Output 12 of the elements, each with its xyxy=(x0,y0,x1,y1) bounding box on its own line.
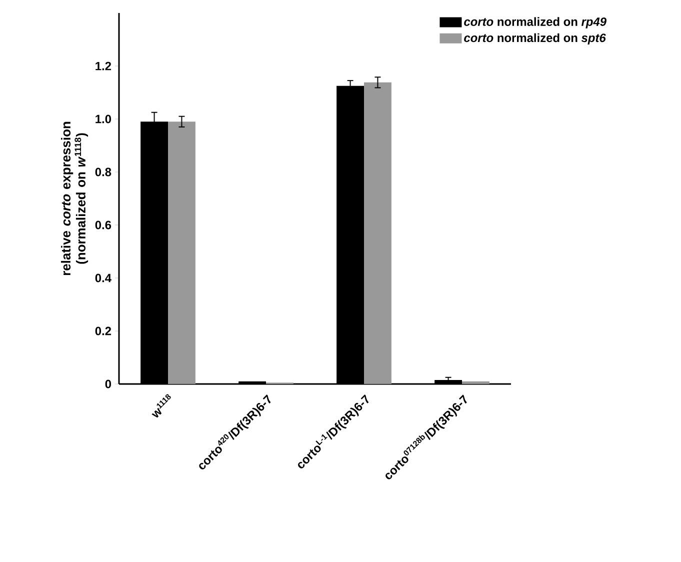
y-tick-label: 0.6 xyxy=(95,220,112,230)
y-tick-label: 1.0 xyxy=(96,114,112,124)
bar xyxy=(462,381,490,384)
y-tick-label: 0.8 xyxy=(95,168,112,176)
legend-label: corto normalized on spt6 xyxy=(464,33,606,44)
y-tick-label: 0.2 xyxy=(95,326,112,336)
y-tick-label: 1.2 xyxy=(96,62,112,70)
legend-label: corto normalized on rp49 xyxy=(464,17,606,28)
bar xyxy=(364,82,392,384)
y-tick-label: 0.4 xyxy=(95,274,112,282)
y-tick-label: 0 xyxy=(105,380,111,388)
bar xyxy=(168,122,196,384)
